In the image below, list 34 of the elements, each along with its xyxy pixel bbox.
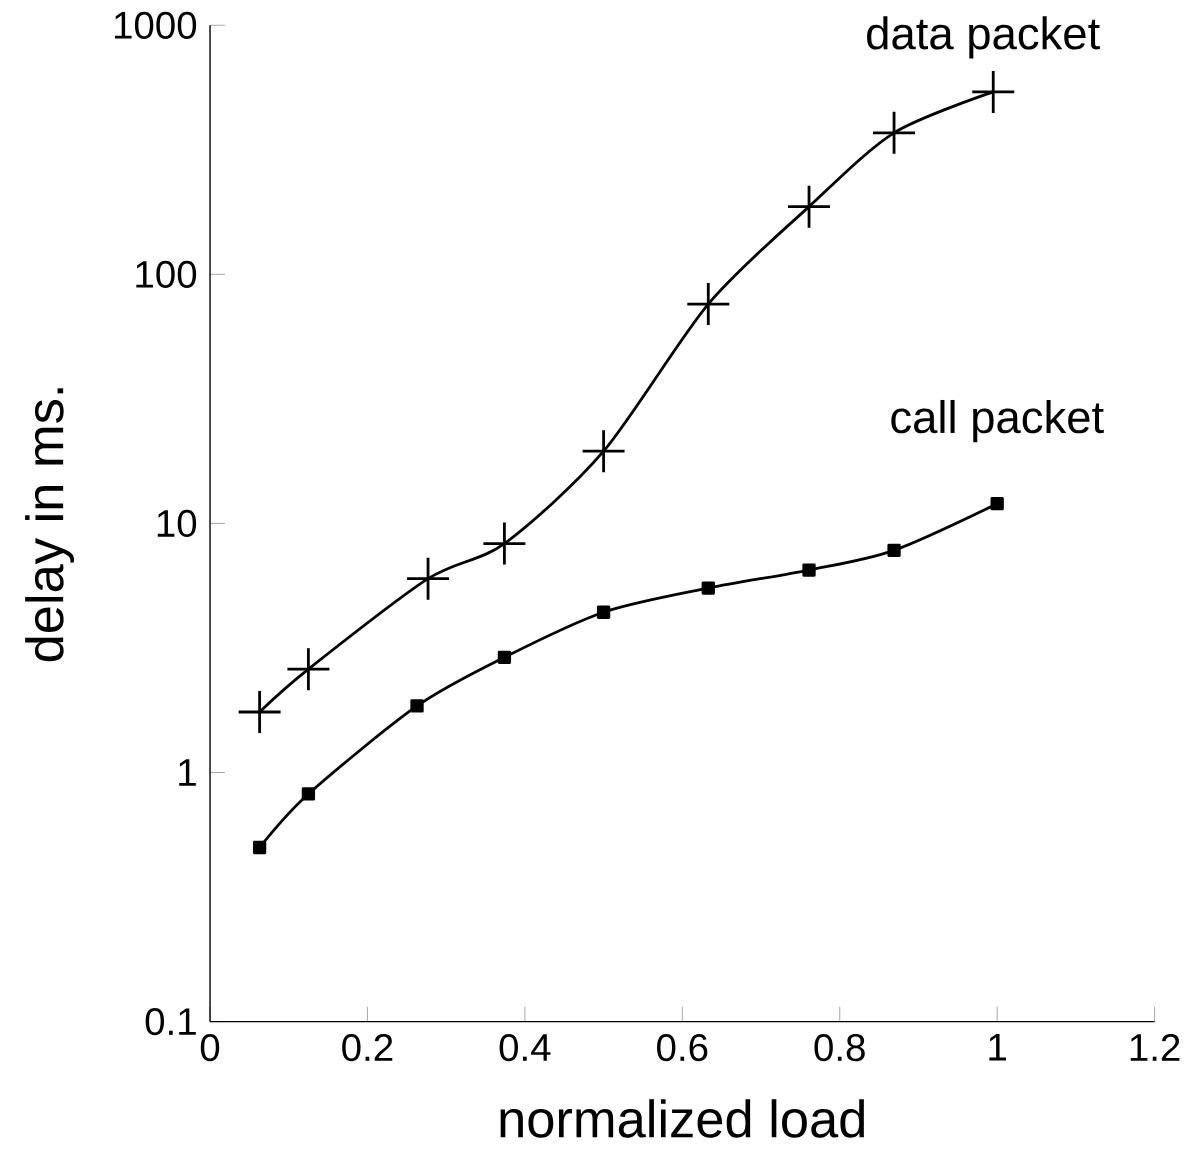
x-tick-label: 0 [200,1034,220,1062]
point [596,605,611,619]
point [802,563,816,577]
series-label: call packet [891,399,1104,443]
point [687,283,730,326]
point [252,840,267,855]
point [497,650,512,665]
point [407,557,450,600]
x-tick-label: 1.2 [1130,1034,1180,1061]
point [788,185,831,228]
x-tick-label: 0.2 [342,1034,393,1062]
point [301,787,316,801]
y-tick-label: 100 [136,260,197,289]
x-tick-label: 0.8 [814,1034,865,1062]
y-axis-title: delay in ms. [25,388,75,662]
point [701,581,715,595]
x-tick-label: 1 [989,1034,1006,1061]
point [410,699,424,713]
y-tick-label: 10 [157,509,197,538]
point [582,430,625,473]
point [990,497,1004,511]
y-tick-label: 1000 [114,11,197,39]
y-tick-label: 1 [179,759,196,786]
point [287,648,330,691]
x-axis-title: normalized load [500,1099,864,1138]
point [483,522,526,565]
point [887,543,901,557]
point [972,70,1015,113]
series-label: data packet [867,16,1100,59]
x-tick-label: 0.4 [499,1034,551,1062]
y-tick-label: 0.1 [145,1008,196,1036]
point [238,691,281,733]
x-tick-label: 0.6 [657,1034,708,1062]
point [873,111,916,154]
